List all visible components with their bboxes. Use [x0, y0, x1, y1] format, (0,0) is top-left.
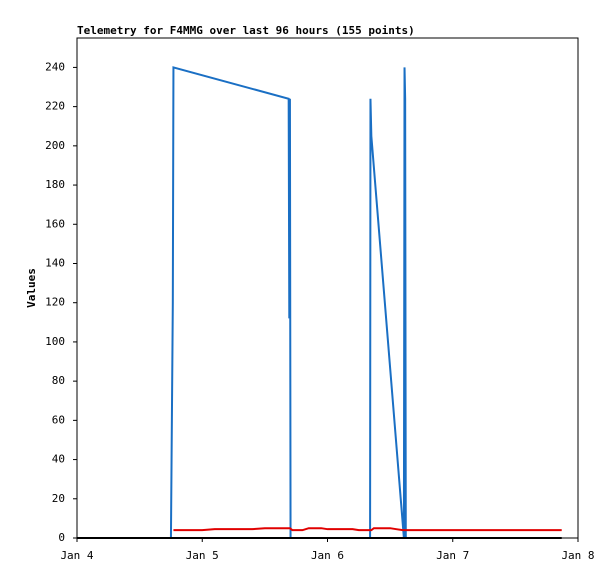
y-tick-label: 240 [45, 60, 65, 73]
x-tick-label: Jan 6 [311, 549, 344, 562]
series-line [169, 66, 407, 539]
y-tick-label: 200 [45, 139, 65, 152]
y-tick-label: 180 [45, 178, 65, 191]
y-tick-label: 40 [52, 453, 65, 466]
series-line [173, 527, 562, 532]
y-tick-label: 160 [45, 217, 65, 230]
y-tick-label: 20 [52, 492, 65, 505]
x-tick-label: Jan 7 [436, 549, 469, 562]
y-tick-label: 220 [45, 100, 65, 113]
y-tick-label: 80 [52, 374, 65, 387]
x-tick-label: Jan 5 [186, 549, 219, 562]
y-tick-label: 100 [45, 335, 65, 348]
y-tick-label: 60 [52, 413, 65, 426]
x-tick-label: Jan 8 [561, 549, 594, 562]
y-tick-label: 140 [45, 256, 65, 269]
plot-frame [76, 37, 579, 539]
y-tick-label: 120 [45, 296, 65, 309]
y-tick-label: 0 [58, 531, 65, 544]
chart-title: Telemetry for F4MMG over last 96 hours (… [77, 24, 415, 37]
x-tick-label: Jan 4 [60, 549, 93, 562]
y-axis-label: Values [25, 268, 38, 308]
